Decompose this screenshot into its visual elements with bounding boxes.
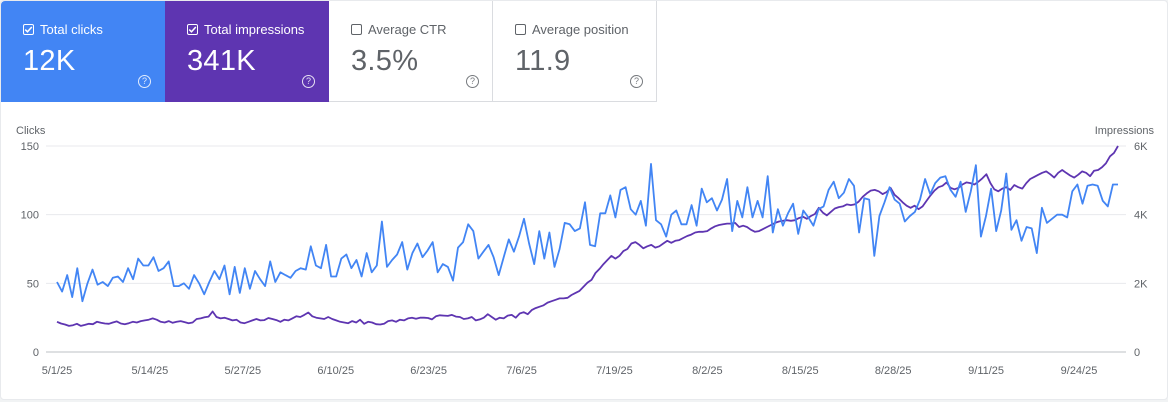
x-tick-label: 8/2/25 bbox=[692, 365, 723, 377]
x-tick-label: 9/24/25 bbox=[1061, 365, 1098, 377]
metric-label: Average position bbox=[532, 22, 629, 37]
metric-value: 12K bbox=[23, 45, 76, 77]
y-left-tick-label: 0 bbox=[33, 347, 39, 359]
x-tick-label: 9/11/25 bbox=[968, 365, 1004, 377]
y-tick-labels: 0 50 100 150 0 2K 4K 6K bbox=[21, 141, 1148, 359]
metric-label: Total impressions bbox=[204, 22, 305, 37]
help-icon[interactable]: ? bbox=[138, 75, 151, 88]
metric-value: 3.5% bbox=[351, 45, 419, 77]
y-left-tick-label: 50 bbox=[27, 278, 39, 290]
performance-chart[interactable]: Clicks Impressions 0 50 100 150 0 2K 4K 6K 5/1/… bbox=[1, 102, 1168, 392]
x-tick-label: 7/6/25 bbox=[506, 365, 537, 377]
help-icon[interactable]: ? bbox=[630, 75, 643, 88]
help-icon[interactable]: ? bbox=[302, 75, 315, 88]
x-tick-label: 5/14/25 bbox=[132, 365, 169, 377]
card-header: Total impressions bbox=[187, 22, 304, 37]
y-right-tick-label: 2K bbox=[1134, 278, 1148, 290]
metric-card-total-impressions[interactable]: Total impressions 341K ? bbox=[165, 1, 329, 102]
y-right-tick-label: 0 bbox=[1134, 347, 1140, 359]
checkbox-checked-icon[interactable] bbox=[23, 24, 34, 35]
chart-grid bbox=[46, 145, 1126, 353]
metric-label: Average CTR bbox=[368, 22, 447, 37]
y-right-tick-label: 4K bbox=[1134, 210, 1148, 222]
x-tick-label: 5/1/25 bbox=[42, 365, 73, 377]
metric-card-average-position[interactable]: Average position 11.9 ? bbox=[493, 1, 657, 102]
checkbox-checked-icon[interactable] bbox=[187, 24, 198, 35]
x-tick-label: 8/15/25 bbox=[782, 365, 819, 377]
y-right-axis-label: Impressions bbox=[1095, 125, 1155, 137]
metric-cards: Total clicks 12K ? Total impressions 341… bbox=[1, 1, 657, 102]
metric-card-average-ctr[interactable]: Average CTR 3.5% ? bbox=[329, 1, 493, 102]
x-tick-label: 6/10/25 bbox=[317, 365, 354, 377]
series-line-total-clicks bbox=[56, 163, 1118, 303]
help-icon[interactable]: ? bbox=[466, 75, 479, 88]
metric-label: Total clicks bbox=[40, 22, 103, 37]
metric-value: 341K bbox=[187, 45, 256, 77]
x-tick-labels: 5/1/25 5/14/25 5/27/25 6/10/25 6/23/25 7/6/25… bbox=[42, 365, 1098, 377]
checkbox-unchecked-icon[interactable] bbox=[515, 24, 526, 35]
card-header: Total clicks bbox=[23, 22, 103, 37]
y-left-axis-label: Clicks bbox=[16, 125, 46, 137]
y-left-tick-label: 100 bbox=[21, 210, 39, 222]
x-tick-label: 8/28/25 bbox=[875, 365, 912, 377]
x-tick-label: 6/23/25 bbox=[410, 365, 447, 377]
metric-card-total-clicks[interactable]: Total clicks 12K ? bbox=[1, 1, 165, 102]
card-header: Average CTR bbox=[351, 22, 447, 37]
x-tick-label: 5/27/25 bbox=[224, 365, 261, 377]
metric-value: 11.9 bbox=[515, 45, 571, 77]
chart-series bbox=[56, 145, 1119, 327]
y-right-tick-label: 6K bbox=[1134, 141, 1148, 153]
y-left-tick-label: 150 bbox=[21, 141, 39, 153]
series-line-total-impressions bbox=[56, 145, 1119, 327]
card-header: Average position bbox=[515, 22, 629, 37]
checkbox-unchecked-icon[interactable] bbox=[351, 24, 362, 35]
x-tick-label: 7/19/25 bbox=[596, 365, 633, 377]
